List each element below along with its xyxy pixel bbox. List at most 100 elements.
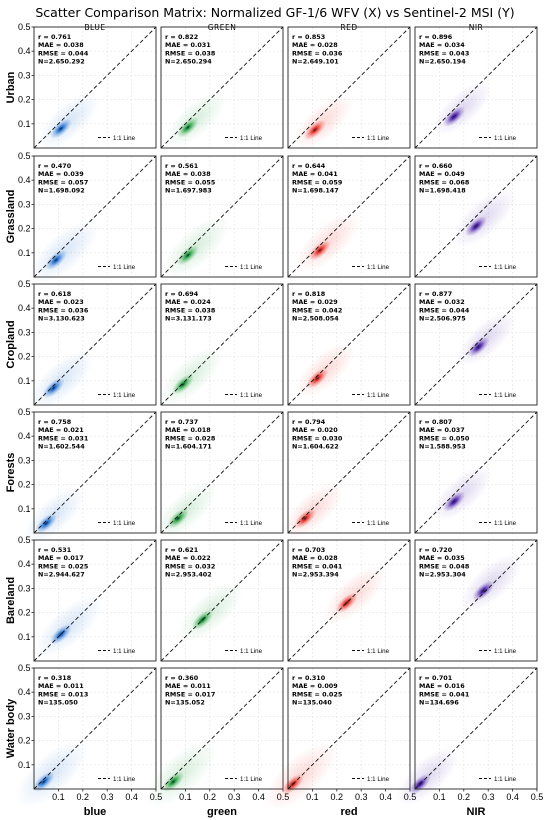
stat-mae-value: 0.028 xyxy=(317,41,338,49)
stat-rmse-label: RMSE = xyxy=(38,306,68,314)
stat-mae-value: 0.049 xyxy=(444,170,465,178)
stat-rmse-value: 0.068 xyxy=(449,178,470,186)
stat-mae-value: 0.032 xyxy=(444,298,464,306)
x-axis-label-green: green xyxy=(207,806,237,818)
stat-n-value: 1.602.544 xyxy=(49,443,86,451)
stat-mae: MAE = 0.022 xyxy=(165,554,211,562)
stat-mae-label: MAE = xyxy=(38,554,63,562)
panel-frame xyxy=(160,539,284,662)
y-tick-label: 0.4 xyxy=(18,175,31,185)
one-to-one-line xyxy=(33,283,157,406)
density-core xyxy=(465,216,487,237)
stat-r: r = 0.618 xyxy=(38,290,72,298)
stat-mae: MAE = 0.009 xyxy=(292,682,338,690)
stat-r: r = 0.853 xyxy=(292,33,325,41)
stat-r-label: r = xyxy=(38,546,51,554)
stat-r: r = 0.360 xyxy=(165,674,199,682)
stat-mae: MAE = 0.020 xyxy=(292,426,338,434)
stat-mae-label: MAE = xyxy=(165,682,190,690)
y-tick-label: 0.3 xyxy=(18,711,31,721)
one-to-one-line xyxy=(287,26,411,149)
stat-mae-value: 0.023 xyxy=(63,298,83,306)
stat-n-value: 135.050 xyxy=(49,699,79,707)
stat-rmse-value: 0.036 xyxy=(322,49,343,57)
row-label-forests: Forests xyxy=(5,453,17,493)
stat-r-label: r = xyxy=(419,546,432,554)
x-tick-label: 0.5 xyxy=(531,792,544,802)
stat-n-label: N= xyxy=(165,187,176,195)
panel-frame xyxy=(414,155,538,278)
one-to-one-line xyxy=(414,539,538,662)
stat-mae-value: 0.038 xyxy=(63,41,84,49)
stat-r-label: r = xyxy=(419,290,432,298)
y-tick-label: 0.1 xyxy=(18,632,31,642)
stat-rmse: RMSE = 0.013 xyxy=(38,690,88,698)
legend-label: 1:1 Line xyxy=(240,776,263,783)
x-tick-label: 0.3 xyxy=(101,792,114,802)
stat-n-label: N= xyxy=(292,443,303,451)
stat-mae-value: 0.031 xyxy=(190,41,210,49)
y-tick-label: 0.4 xyxy=(18,687,31,697)
y-tick-label: 0.2 xyxy=(18,480,31,490)
y-tick-label: 0.1 xyxy=(18,248,31,258)
stat-rmse-label: RMSE = xyxy=(419,178,449,186)
x-tick-label: 0.2 xyxy=(331,792,344,802)
stat-mae-value: 0.029 xyxy=(317,298,338,306)
stat-r-value: 0.660 xyxy=(432,162,453,170)
stat-rmse: RMSE = 0.059 xyxy=(292,178,343,186)
stat-rmse-label: RMSE = xyxy=(38,434,68,442)
stat-r-label: r = xyxy=(419,33,432,41)
stat-rmse: RMSE = 0.025 xyxy=(38,562,88,570)
stat-rmse-label: RMSE = xyxy=(292,49,322,57)
stat-r-value: 0.318 xyxy=(51,674,72,682)
stat-r-value: 0.737 xyxy=(178,418,198,426)
stat-n-label: N= xyxy=(292,315,303,323)
y-tick-label: 0.4 xyxy=(18,559,31,569)
x-tick-label: 0.1 xyxy=(179,792,192,802)
stat-n-value: 1.604.171 xyxy=(176,443,212,451)
stat-mae: MAE = 0.049 xyxy=(419,170,465,178)
stat-mae: MAE = 0.011 xyxy=(165,682,211,690)
x-tick-label: 0.3 xyxy=(228,792,241,802)
stat-rmse-value: 0.048 xyxy=(449,562,470,570)
stat-rmse: RMSE = 0.032 xyxy=(165,562,215,570)
stat-mae: MAE = 0.037 xyxy=(419,426,465,434)
stat-rmse: RMSE = 0.041 xyxy=(292,562,342,570)
stat-r-label: r = xyxy=(419,418,432,426)
stat-r: r = 0.561 xyxy=(165,162,198,170)
stat-n-label: N= xyxy=(292,699,303,707)
stat-rmse-label: RMSE = xyxy=(419,306,449,314)
stat-r-label: r = xyxy=(292,33,305,41)
panel-frame xyxy=(414,26,538,149)
y-tick-label: 0.5 xyxy=(18,535,31,545)
stat-r: r = 0.896 xyxy=(419,33,453,41)
stat-rmse: RMSE = 0.030 xyxy=(292,434,343,442)
panel-frame xyxy=(287,411,411,534)
density-core xyxy=(172,374,194,395)
stat-rmse: RMSE = 0.036 xyxy=(38,306,89,314)
one-to-one-line xyxy=(414,667,538,790)
stat-mae-label: MAE = xyxy=(165,298,190,306)
one-to-one-line xyxy=(414,411,538,534)
stat-r-label: r = xyxy=(38,290,51,298)
stat-r-value: 0.310 xyxy=(305,674,326,682)
y-tick-label: 0.4 xyxy=(18,431,31,441)
stat-rmse-value: 0.028 xyxy=(195,434,216,442)
stat-r: r = 0.660 xyxy=(419,162,453,170)
stat-n: N=2.944.627 xyxy=(38,571,85,579)
stat-r-value: 0.470 xyxy=(51,162,72,170)
one-to-one-line xyxy=(33,26,157,149)
stat-mae-label: MAE = xyxy=(292,170,317,178)
stat-r-label: r = xyxy=(38,162,51,170)
stat-r: r = 0.737 xyxy=(165,418,198,426)
panel-frame xyxy=(160,283,284,406)
stat-r-value: 0.818 xyxy=(305,290,326,298)
stat-rmse-value: 0.032 xyxy=(195,562,215,570)
